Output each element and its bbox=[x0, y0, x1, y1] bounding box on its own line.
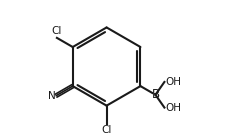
Text: N: N bbox=[48, 91, 55, 101]
Text: OH: OH bbox=[165, 103, 181, 113]
Text: OH: OH bbox=[165, 77, 181, 87]
Text: B: B bbox=[151, 88, 160, 101]
Text: Cl: Cl bbox=[101, 125, 112, 136]
Text: Cl: Cl bbox=[51, 26, 62, 36]
